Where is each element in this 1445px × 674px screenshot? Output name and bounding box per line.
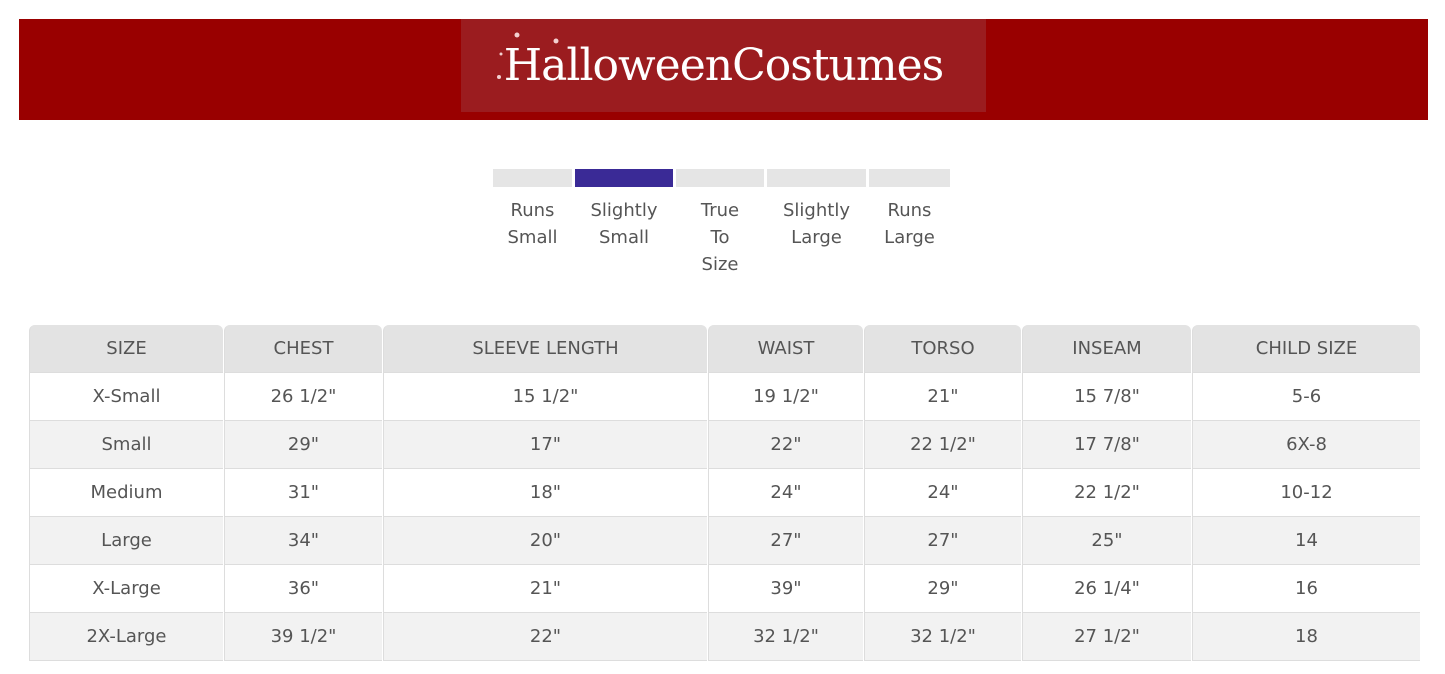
fit-bar-segment xyxy=(767,169,866,187)
fit-option-label: True To Size xyxy=(700,200,740,275)
header-banner: HalloweenCostumes xyxy=(19,19,1428,120)
size-chart-table: SIZE CHEST SLEEVE LENGTH WAIST TORSO INSEAM CH… xyxy=(28,325,1421,661)
fit-bar-segment xyxy=(575,169,673,187)
table-cell: 16 xyxy=(1192,564,1420,612)
column-header: INSEAM xyxy=(1022,325,1191,372)
table-cell: 34" xyxy=(224,516,382,564)
table-row: X-Small 26 1/2" 15 1/2" 19 1/2" 21" 15 7/8" 5-… xyxy=(29,372,1420,420)
table-cell: 15 1/2" xyxy=(383,372,707,420)
table-cell: 27 1/2" xyxy=(1022,612,1191,661)
table-cell: Small xyxy=(29,420,223,468)
table-cell: 10-12 xyxy=(1192,468,1420,516)
table-cell: 32 1/2" xyxy=(864,612,1021,661)
table-cell: 21" xyxy=(864,372,1021,420)
star-icon xyxy=(497,75,501,79)
table-cell: 32 1/2" xyxy=(708,612,863,661)
fit-option-label: Slightly Small xyxy=(590,200,658,248)
table-cell: 27" xyxy=(708,516,863,564)
table-cell: 19 1/2" xyxy=(708,372,863,420)
table-cell: 17" xyxy=(383,420,707,468)
star-icon xyxy=(553,38,559,44)
table-cell: Medium xyxy=(29,468,223,516)
table-row: Medium 31" 18" 24" 24" 22 1/2" 10-12 xyxy=(29,468,1420,516)
fit-bar-segment xyxy=(493,169,572,187)
table-cell: 36" xyxy=(224,564,382,612)
fit-option: Slightly Small xyxy=(575,169,673,251)
table-cell: 21" xyxy=(383,564,707,612)
table-cell: 20" xyxy=(383,516,707,564)
table-cell: 18 xyxy=(1192,612,1420,661)
table-row: Large 34" 20" 27" 27" 25" 14 xyxy=(29,516,1420,564)
table-cell: 29" xyxy=(224,420,382,468)
table-cell: 5-6 xyxy=(1192,372,1420,420)
table-cell: 26 1/2" xyxy=(224,372,382,420)
fit-option-label: Runs Large xyxy=(884,200,935,248)
table-cell: 2X-Large xyxy=(29,612,223,661)
column-header: SIZE xyxy=(29,325,223,372)
table-row: 2X-Large 39 1/2" 22" 32 1/2" 32 1/2" 27 1/2" 1… xyxy=(29,612,1420,661)
table-cell: X-Large xyxy=(29,564,223,612)
table-cell: 22" xyxy=(383,612,707,661)
fit-option: Runs Small xyxy=(493,169,572,251)
star-icon xyxy=(499,52,503,56)
table-cell: 14 xyxy=(1192,516,1420,564)
table-cell: 24" xyxy=(864,468,1021,516)
fit-bar-segment xyxy=(676,169,764,187)
table-cell: 24" xyxy=(708,468,863,516)
table-cell: 39" xyxy=(708,564,863,612)
table-row: Small 29" 17" 22" 22 1/2" 17 7/8" 6X-8 xyxy=(29,420,1420,468)
fit-bar-segment xyxy=(869,169,950,187)
logo[interactable]: HalloweenCostumes xyxy=(461,19,986,112)
table-cell: 39 1/2" xyxy=(224,612,382,661)
fit-option: True To Size xyxy=(676,169,764,278)
table-cell: 22 1/2" xyxy=(1022,468,1191,516)
fit-option: Slightly Large xyxy=(767,169,866,251)
star-icon xyxy=(514,32,520,38)
column-header: CHEST xyxy=(224,325,382,372)
table-cell: 31" xyxy=(224,468,382,516)
column-header: TORSO xyxy=(864,325,1021,372)
table-cell: Large xyxy=(29,516,223,564)
column-header: CHILD SIZE xyxy=(1192,325,1420,372)
table-cell: 17 7/8" xyxy=(1022,420,1191,468)
table-cell: 15 7/8" xyxy=(1022,372,1191,420)
table-row: X-Large 36" 21" 39" 29" 26 1/4" 16 xyxy=(29,564,1420,612)
fit-option-label: Runs Small xyxy=(507,200,558,248)
table-cell: 18" xyxy=(383,468,707,516)
table-cell: 29" xyxy=(864,564,1021,612)
column-header: WAIST xyxy=(708,325,863,372)
star-icon xyxy=(497,32,559,79)
table-cell: X-Small xyxy=(29,372,223,420)
fit-option-label: Slightly Large xyxy=(783,200,850,248)
logo-text: HalloweenCostumes xyxy=(503,40,944,91)
fit-option: Runs Large xyxy=(869,169,950,251)
table-cell: 25" xyxy=(1022,516,1191,564)
table-cell: 22" xyxy=(708,420,863,468)
column-header: SLEEVE LENGTH xyxy=(383,325,707,372)
table-cell: 26 1/4" xyxy=(1022,564,1191,612)
table-cell: 27" xyxy=(864,516,1021,564)
table-cell: 22 1/2" xyxy=(864,420,1021,468)
table-cell: 6X-8 xyxy=(1192,420,1420,468)
